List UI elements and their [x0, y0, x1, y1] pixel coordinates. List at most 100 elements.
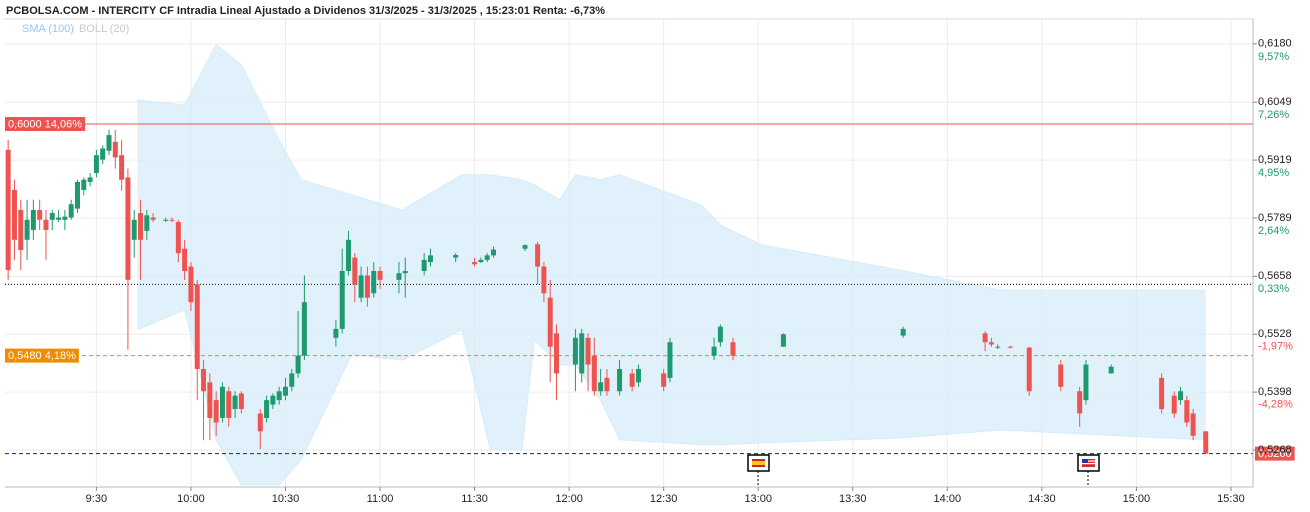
bollinger-band	[137, 43, 1206, 486]
y2-tick-label: 7,26%	[1258, 109, 1289, 121]
candle-body	[238, 393, 244, 410]
candle-body	[604, 377, 610, 392]
band-area	[137, 44, 1206, 485]
candle-body	[289, 373, 295, 387]
event-flag	[1077, 454, 1100, 487]
candle-body	[522, 245, 528, 249]
candle-body	[453, 254, 459, 258]
candle-body	[37, 209, 43, 220]
candle-body	[24, 219, 30, 240]
candle-body	[1058, 364, 1064, 387]
axes: 0,6180 0,6049 0,5919 0,5789 0,5658 0,5528 0,53…	[22, 23, 1293, 505]
candle-body	[352, 257, 358, 285]
candle-body	[484, 255, 490, 260]
candle-body	[112, 141, 118, 158]
candle-body	[427, 255, 433, 263]
candle-body	[144, 215, 150, 231]
price-lines: 0,6000 14,06% 0,5480 4,18% 0,5260	[5, 117, 1295, 461]
candle-body	[30, 209, 36, 231]
candle-body	[635, 368, 641, 383]
candle-body	[585, 337, 591, 365]
price-line-label: 0,5260	[1258, 448, 1292, 460]
candle-body	[661, 373, 667, 387]
y-tick-label: 0,5528	[1258, 328, 1292, 340]
candle-body	[1159, 377, 1165, 410]
x-tick-label: 11:30	[461, 493, 488, 505]
candle-body	[1203, 431, 1209, 454]
price-line-label-box	[5, 348, 79, 363]
candle-body	[138, 213, 144, 240]
candle-body	[598, 382, 604, 392]
candle-body	[62, 216, 68, 220]
y-tick-label: 0,5919	[1258, 154, 1292, 166]
candle-body	[182, 248, 188, 271]
x-tick-label: 15:30	[1217, 493, 1245, 505]
candle-body	[131, 219, 137, 240]
candle-body	[572, 337, 578, 365]
candle-body	[87, 177, 93, 182]
candle-body	[717, 326, 723, 343]
candle-body	[119, 155, 125, 180]
candle-body	[1083, 364, 1089, 401]
candle-body	[579, 333, 585, 374]
y2-tick-label: 2,64%	[1258, 225, 1289, 237]
candle-body	[988, 342, 994, 345]
candle-body	[1007, 346, 1013, 348]
candle-body	[5, 149, 11, 271]
candle-body	[421, 259, 427, 271]
candle-body	[56, 217, 62, 220]
candle-body	[1178, 391, 1184, 401]
candle-body	[43, 219, 49, 231]
y2-tick-label: 4,95%	[1258, 167, 1289, 179]
candle-body	[1184, 400, 1190, 423]
legend-entry: SMA (100)	[22, 23, 74, 35]
x-tick-label: 13:30	[839, 493, 867, 505]
y2-tick-label: -1,97%	[1258, 341, 1293, 353]
candle-body	[18, 209, 24, 251]
candle-body	[478, 259, 484, 263]
x-tick-label: 12:00	[555, 493, 583, 505]
x-tick-label: 10:30	[272, 493, 300, 505]
legend-entry: BOLL (20)	[79, 23, 129, 35]
y-tick-label: 0,5398	[1258, 386, 1292, 398]
candle-body	[264, 400, 270, 418]
candle-body	[201, 368, 207, 392]
band-upper	[137, 43, 1206, 291]
candle-body	[194, 284, 200, 369]
candle-body	[1190, 413, 1196, 436]
candle-body	[371, 270, 377, 294]
candle-body	[257, 413, 263, 432]
candle-body	[982, 333, 988, 343]
x-tick-label: 13:00	[744, 493, 772, 505]
candle-body	[364, 275, 370, 298]
candle-body	[358, 275, 364, 298]
x-tick-label: 10:00	[177, 493, 205, 505]
candle-body	[1171, 395, 1177, 414]
candle-body	[780, 334, 786, 347]
candle-body	[629, 373, 635, 387]
candle-body	[472, 262, 478, 265]
candle-body	[295, 355, 301, 374]
y-tick-label: 0,5268	[1258, 444, 1292, 456]
candle-body	[81, 179, 87, 190]
candle-body	[282, 386, 288, 396]
candle-body	[1026, 347, 1032, 392]
candle-body	[219, 386, 225, 418]
y2-tick-label: 9,57%	[1258, 51, 1289, 63]
candles	[5, 129, 1209, 454]
candle-body	[667, 342, 673, 378]
title-bar	[3, 3, 1255, 19]
candle-body	[900, 328, 906, 336]
candle-body	[276, 391, 282, 401]
x-tick-label: 12:30	[650, 493, 678, 505]
x-tick-label: 9:30	[86, 493, 107, 505]
event-flag	[747, 454, 770, 487]
x-tick-label: 14:30	[1028, 493, 1056, 505]
candle-body	[232, 395, 238, 410]
candle-body	[402, 270, 408, 274]
candle-body	[74, 181, 80, 209]
candle-body	[100, 148, 106, 160]
candle-body	[730, 342, 736, 356]
price-line-label: 0,6000 14,06%	[8, 118, 82, 130]
candle-body	[163, 219, 169, 221]
